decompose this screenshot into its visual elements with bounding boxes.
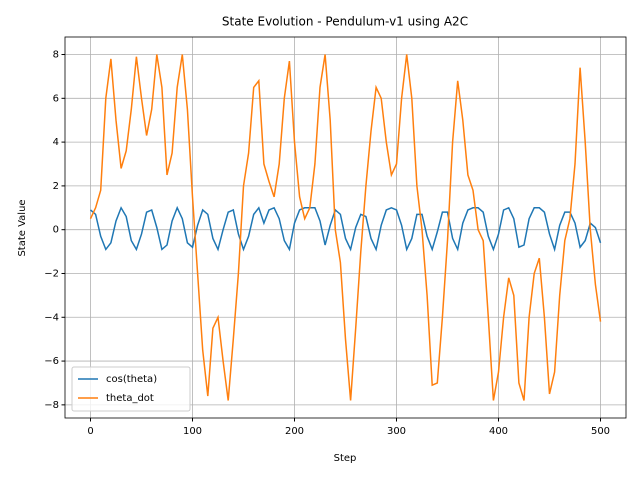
y-tick-label: −2 [44,268,59,279]
y-tick-label: −4 [44,312,59,323]
plot-frame [64,36,627,419]
x-tick-label: 0 [87,426,93,437]
chart-title: State Evolution - Pendulum-v1 using A2C [222,15,468,29]
y-tick-label: 4 [53,137,59,148]
legend-label: cos(theta) [106,374,157,385]
y-tick-label: 0 [53,225,59,236]
legend: cos(theta) theta_dot [71,366,191,412]
y-tick-label: 8 [53,50,59,61]
y-tick-label: −6 [44,356,59,367]
y-axis-label: State Value [17,199,28,256]
x-axis-label: Step [334,453,357,464]
x-tick-label: 400 [489,426,508,437]
series-line [89,54,602,401]
series-line [90,205,602,253]
legend-box [71,366,191,412]
y-tick-label: 6 [53,93,59,104]
y-tick-label: 2 [53,181,59,192]
x-tick-label: 500 [591,426,610,437]
legend-label: theta_dot [106,393,154,404]
x-tick-label: 300 [387,426,406,437]
x-tick-label: 100 [183,426,202,437]
y-tick-label: −8 [44,400,59,411]
x-tick-label: 200 [285,426,304,437]
